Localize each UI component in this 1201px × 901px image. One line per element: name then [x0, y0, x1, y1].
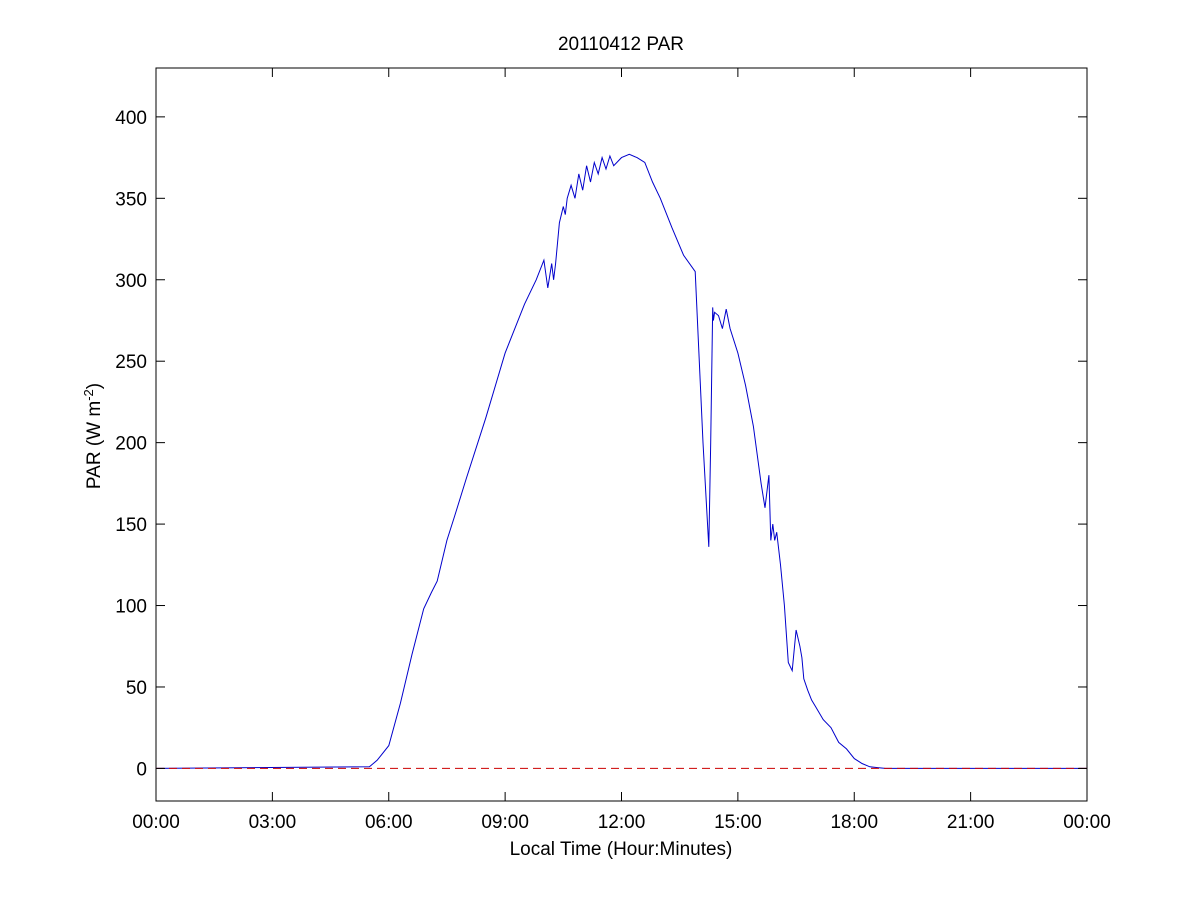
plot-frame — [155, 67, 1088, 802]
x-tick-label: 15:00 — [714, 812, 762, 833]
par-series-line — [155, 153, 1087, 769]
x-tick-label: 00:00 — [132, 812, 180, 833]
plot-area — [155, 67, 1088, 802]
x-tick-label: 21:00 — [947, 812, 995, 833]
y-tick-label: 400 — [115, 108, 147, 129]
y-tick-label: 100 — [115, 597, 147, 618]
y-axis-label-superscript: -2 — [81, 389, 96, 401]
y-tick-label: 350 — [115, 189, 147, 210]
y-axis-label-suffix: ) — [84, 383, 105, 389]
x-tick-label: 03:00 — [249, 812, 297, 833]
y-axis-label: PAR (W m-2) — [81, 383, 106, 489]
y-axis-label-prefix: PAR (W m — [84, 401, 105, 489]
x-tick-label: 06:00 — [365, 812, 413, 833]
x-tick-label: 12:00 — [598, 812, 646, 833]
y-tick-label: 50 — [126, 678, 147, 699]
y-tick-label: 150 — [115, 515, 147, 536]
y-tick-label: 300 — [115, 271, 147, 292]
x-axis-label: Local Time (Hour:Minutes) — [510, 839, 733, 860]
y-tick-label: 200 — [115, 434, 147, 455]
x-tick-label: 18:00 — [830, 812, 878, 833]
y-tick-label: 0 — [136, 759, 147, 780]
y-tick-label: 250 — [115, 352, 147, 373]
ticks-layer: 00:00 03:00 06:00 09:00 12:00 15:00 18:00 21:00… — [115, 68, 1111, 833]
series-layer — [155, 153, 1087, 769]
x-tick-label: 00:00 — [1063, 812, 1111, 833]
x-tick-label: 09:00 — [481, 812, 529, 833]
chart-title: 20110412 PAR — [558, 34, 684, 55]
